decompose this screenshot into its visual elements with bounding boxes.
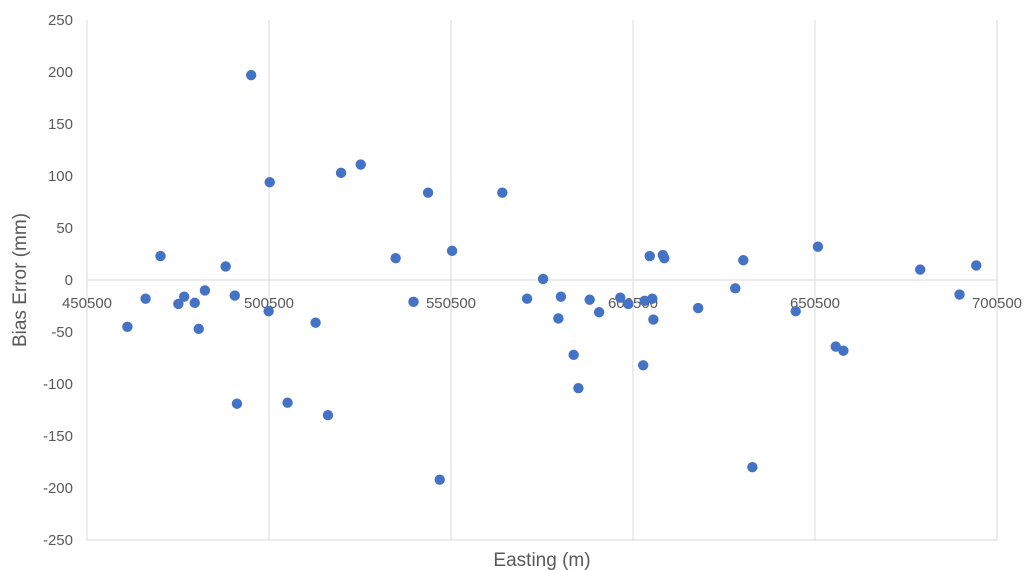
- tick-labels: -250 -200 -150 -100 -50 0 50 100 150 200 250 450500…: [43, 12, 1022, 549]
- data-point: [264, 177, 275, 188]
- data-point: [521, 293, 533, 304]
- data-point: [537, 273, 549, 285]
- data-point: [648, 314, 659, 325]
- data-point: [245, 69, 257, 81]
- data-point: [189, 297, 200, 309]
- y-tick-label: 0: [65, 272, 73, 289]
- data-point: [155, 250, 166, 262]
- y-tick-label: -100: [43, 376, 73, 393]
- data-point: [422, 187, 434, 198]
- data-point: [173, 298, 184, 310]
- x-tick-label: 700500: [972, 295, 1022, 312]
- data-point: [229, 290, 240, 301]
- y-tick-label: -200: [43, 480, 73, 497]
- data-point: [838, 345, 849, 356]
- data-point: [390, 252, 401, 264]
- y-axis-title: Bias Error (mm): [10, 213, 31, 347]
- data-point: [637, 360, 649, 371]
- data-point: [263, 306, 274, 317]
- data-point: [140, 293, 151, 304]
- data-point: [954, 289, 965, 300]
- y-tick-label: 100: [48, 168, 73, 185]
- data-point: [122, 321, 133, 332]
- data-point: [971, 260, 982, 271]
- data-point: [914, 264, 926, 275]
- data-point: [220, 261, 231, 272]
- data-point: [790, 306, 801, 317]
- data-point: [446, 245, 458, 257]
- data-point: [747, 462, 758, 473]
- data-point: [555, 291, 567, 302]
- x-tick-label: 650500: [790, 295, 840, 312]
- y-tick-label: -50: [51, 324, 73, 341]
- data-point: [647, 293, 658, 304]
- x-tick-label: 550500: [426, 295, 476, 312]
- data-point: [178, 291, 190, 302]
- data-point: [830, 341, 841, 352]
- data-point: [553, 313, 564, 324]
- data-point: [623, 298, 634, 310]
- x-tick-label: 450500: [62, 295, 112, 312]
- data-point: [408, 296, 419, 308]
- y-tick-label: 150: [48, 116, 73, 133]
- data-point: [282, 397, 293, 408]
- y-tick-label: -250: [43, 532, 73, 549]
- data-point: [199, 285, 211, 296]
- y-tick-label: 50: [56, 220, 73, 237]
- data-point: [812, 241, 824, 252]
- data-point: [335, 167, 347, 179]
- data-point: [497, 187, 508, 198]
- data-point: [434, 474, 445, 485]
- data-points: [122, 69, 982, 485]
- data-point: [231, 398, 243, 409]
- y-tick-label: -150: [43, 428, 73, 445]
- data-point: [738, 255, 749, 266]
- y-tick-label: 250: [48, 12, 73, 29]
- x-tick-label: 500500: [244, 295, 294, 312]
- data-point: [692, 302, 704, 314]
- x-axis-title: Easting (m): [493, 550, 590, 570]
- data-point: [584, 294, 595, 305]
- data-point: [310, 317, 321, 328]
- data-point: [193, 323, 204, 335]
- data-point: [730, 283, 741, 294]
- data-point: [593, 307, 605, 318]
- data-point: [659, 252, 670, 264]
- data-point: [573, 382, 584, 394]
- data-point: [644, 250, 655, 262]
- data-point: [568, 349, 579, 361]
- data-point: [355, 159, 366, 170]
- y-tick-label: 200: [48, 64, 73, 81]
- data-point: [615, 292, 626, 303]
- data-point: [322, 410, 334, 421]
